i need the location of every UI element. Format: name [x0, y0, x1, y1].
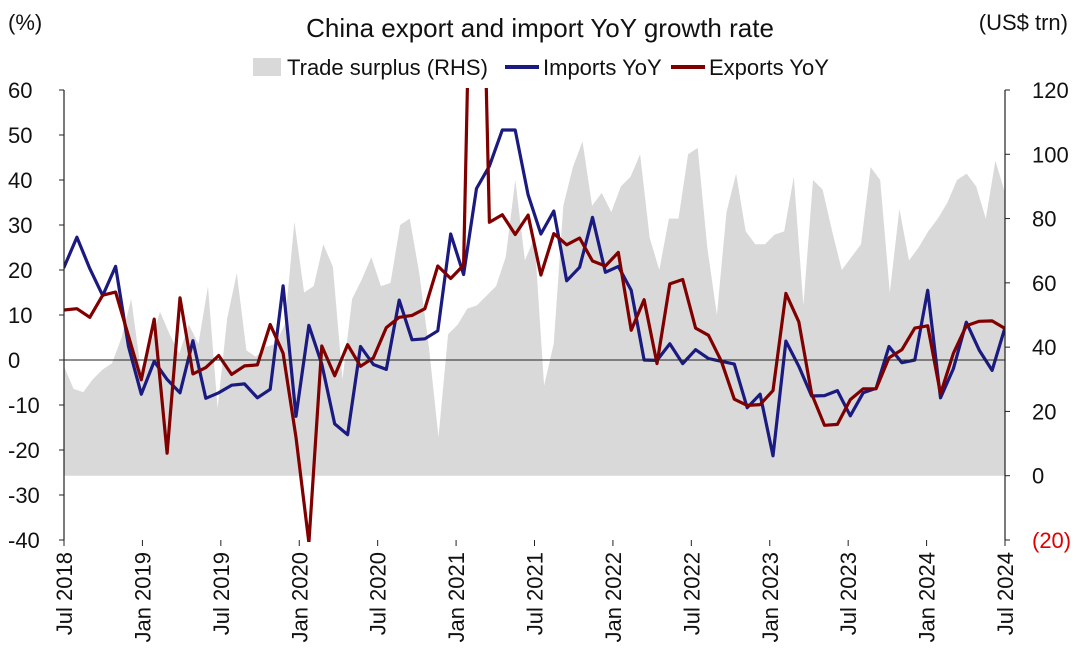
left-tick-label: -20 [8, 438, 40, 463]
trade-surplus-area [64, 141, 1005, 476]
left-tick-label: 60 [8, 78, 32, 103]
left-tick-label: 40 [8, 168, 32, 193]
right-tick-label: 60 [1032, 271, 1056, 296]
x-tick-label: Jul 2024 [993, 552, 1018, 635]
right-axis-ticks: 120 100 80 60 40 20 0 (20) [1005, 78, 1071, 553]
left-tick-label: 30 [8, 213, 32, 238]
legend-item: Exports YoY [671, 55, 829, 80]
left-axis-ticks: 60 50 40 30 20 10 0 -10 -20 -30 -40 [8, 78, 64, 553]
legend-label: Exports YoY [709, 55, 829, 80]
right-tick-label: 40 [1032, 335, 1056, 360]
x-tick-label: Jan 2024 [915, 552, 940, 643]
left-tick-label: -40 [8, 528, 40, 553]
right-tick-label: 100 [1032, 142, 1069, 167]
line-series-layer [64, 88, 1005, 542]
right-tick-label: 20 [1032, 399, 1056, 424]
left-axis-unit: (%) [8, 10, 42, 35]
x-tick-label: Jul 2023 [836, 552, 861, 635]
trade-surplus-area-layer [64, 141, 1005, 476]
left-tick-label: 10 [8, 303, 32, 328]
x-tick-label: Jul 2021 [523, 552, 548, 635]
legend-label: Trade surplus (RHS) [287, 55, 488, 80]
legend-swatch [253, 58, 281, 76]
legend-item: Imports YoY [505, 55, 662, 80]
x-tick-label: Jul 2018 [52, 552, 77, 635]
legend-label: Imports YoY [543, 55, 662, 80]
legend: Trade surplus (RHS) Imports YoY Exports Yo… [253, 55, 829, 80]
right-tick-label: 80 [1032, 207, 1056, 232]
left-tick-label: 0 [8, 348, 20, 373]
left-tick-label: 50 [8, 123, 32, 148]
x-tick-label: Jan 2020 [287, 552, 312, 643]
x-tick-label: Jan 2019 [130, 552, 155, 643]
x-tick-label: Jan 2023 [758, 552, 783, 643]
x-tick-label: Jan 2022 [601, 552, 626, 643]
x-axis-ticks: Jul 2018 Jan 2019 Jul 2019 Jan 2020 Jul 2020… [52, 540, 1018, 643]
left-tick-label: -10 [8, 393, 40, 418]
right-tick-label: 0 [1032, 464, 1044, 489]
exports-yoy-line [64, 88, 1005, 542]
x-tick-label: Jul 2022 [679, 552, 704, 635]
x-tick-label: Jul 2020 [366, 552, 391, 635]
plot-area [63, 88, 1006, 542]
left-tick-label: -30 [8, 483, 40, 508]
chart-title: China export and import YoY growth rate [306, 13, 774, 43]
x-tick-label: Jul 2019 [209, 552, 234, 635]
left-tick-label: 20 [8, 258, 32, 283]
right-tick-label: 120 [1032, 78, 1069, 103]
right-tick-label: (20) [1032, 528, 1071, 553]
legend-item: Trade surplus (RHS) [253, 55, 488, 80]
imports-yoy-line [64, 128, 1005, 458]
x-tick-label: Jan 2021 [444, 552, 469, 643]
right-axis-unit: (US$ trn) [979, 10, 1068, 35]
